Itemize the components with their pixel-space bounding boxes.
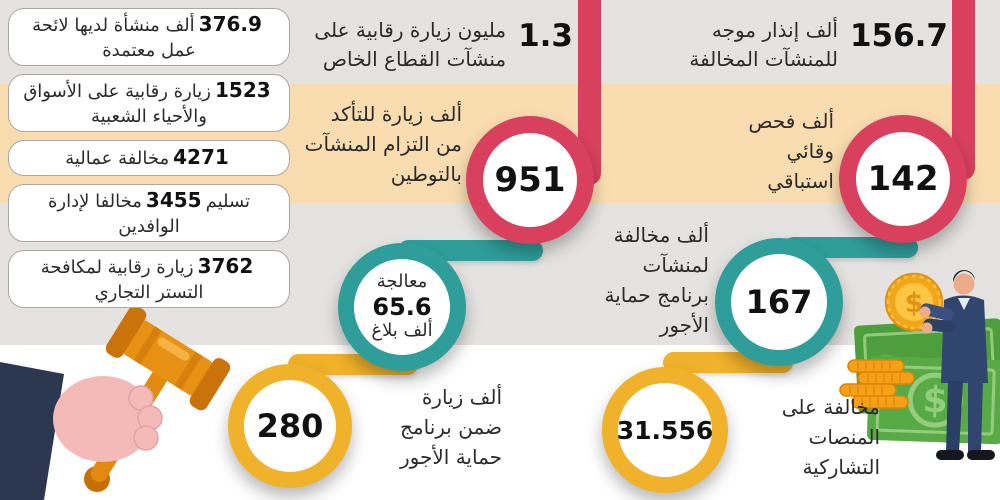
stat-card-market-visits: 1523زيارة رقابية على الأسواق والأحياء ال… — [8, 74, 290, 132]
stat-number: 4271 — [173, 145, 229, 170]
circle-number: 65.6 — [372, 292, 432, 321]
stat-circle-platform-violations: 31.556 — [602, 367, 728, 493]
stat-card-establishments: 376.9ألف منشأة لديها لائحة عمل معتمدة — [8, 8, 290, 66]
headline-stat-warnings: 156.7 ألف إنذار موجه للمنشآت المخالفة — [648, 16, 948, 74]
stat-number: 376.9 — [198, 12, 262, 37]
circle-label-wage-violations: ألف مخالفة لمنشآت برنامج حماية الأجور — [604, 223, 709, 337]
money-wages-icon: $ $ — [839, 269, 1000, 460]
stat-number: 1523 — [215, 78, 271, 103]
circle-label-bottom: ألف بلاغ — [371, 320, 433, 342]
stat-circle-preventive-checks: 142 — [839, 115, 967, 243]
gavel-icon — [0, 305, 231, 500]
dollar-sign: $ — [905, 288, 924, 319]
stat-circle-reports-processed: معالجة 65.6 ألف بلاغ — [338, 243, 466, 371]
stat-label: مخالفا لإدارة الوافدين — [47, 191, 180, 237]
circle-label-saudization: ألف زيارة للتأكد من التزام المنشآت بالتو… — [304, 102, 462, 186]
stat-card-concealment-visits: 3762زيارة رقابية لمكافحة التستر التجاري — [8, 250, 290, 308]
connector-pink-left — [578, 0, 601, 185]
headline-label: ألف إنذار موجه للمنشآت المخالفة — [689, 18, 838, 71]
stat-circle-wage-program-visits: 280 — [228, 364, 352, 488]
headline-label: مليون زيارة رقابية على منشآت القطاع الخا… — [314, 18, 507, 71]
circle-number: 951 — [494, 160, 566, 200]
stat-label: زيارة رقابية على الأسواق والأحياء الشعبي… — [23, 81, 211, 127]
circle-label-preventive-checks: ألف فحص وقائي استباقي — [748, 109, 834, 193]
headline-number: 1.3 — [518, 18, 573, 54]
circle-number: 280 — [256, 407, 324, 445]
headline-stat-private-sector-visits: 1.3 مليون زيارة رقابية على منشآت القطاع … — [295, 16, 573, 74]
dollar-sign: $ — [922, 380, 948, 422]
circle-number: 142 — [867, 159, 939, 199]
headline-number: 156.7 — [849, 18, 948, 54]
circle-label-platform-violations: مخالفة على المنصات التشاركية — [781, 395, 880, 479]
stat-label: مخالفة عمالية — [65, 148, 170, 170]
circle-number: 167 — [745, 283, 813, 321]
stat-label: زيارة رقابية لمكافحة التستر التجاري — [40, 257, 204, 303]
circle-label-top: معالجة — [376, 270, 428, 292]
stat-number: 3762 — [197, 254, 254, 279]
circle-label-wage-program-visits: ألف زيارة ضمن برنامج حماية الأجور — [399, 385, 502, 469]
stat-card-labor-violations: 4271مخالفة عمالية — [8, 140, 290, 176]
stat-number: 3455 — [145, 188, 202, 213]
businessman-figure — [919, 269, 995, 460]
stat-label: ألف منشأة لديها لائحة عمل معتمدة — [32, 15, 196, 61]
circle-number: 31.556 — [616, 415, 714, 445]
connector-pink-right — [952, 0, 975, 180]
stat-card-handovers: تسليم3455مخالفا لإدارة الوافدين — [8, 184, 290, 242]
stat-label-pre: تسليم — [205, 191, 251, 213]
stat-circle-wage-violations: 167 — [715, 238, 843, 366]
